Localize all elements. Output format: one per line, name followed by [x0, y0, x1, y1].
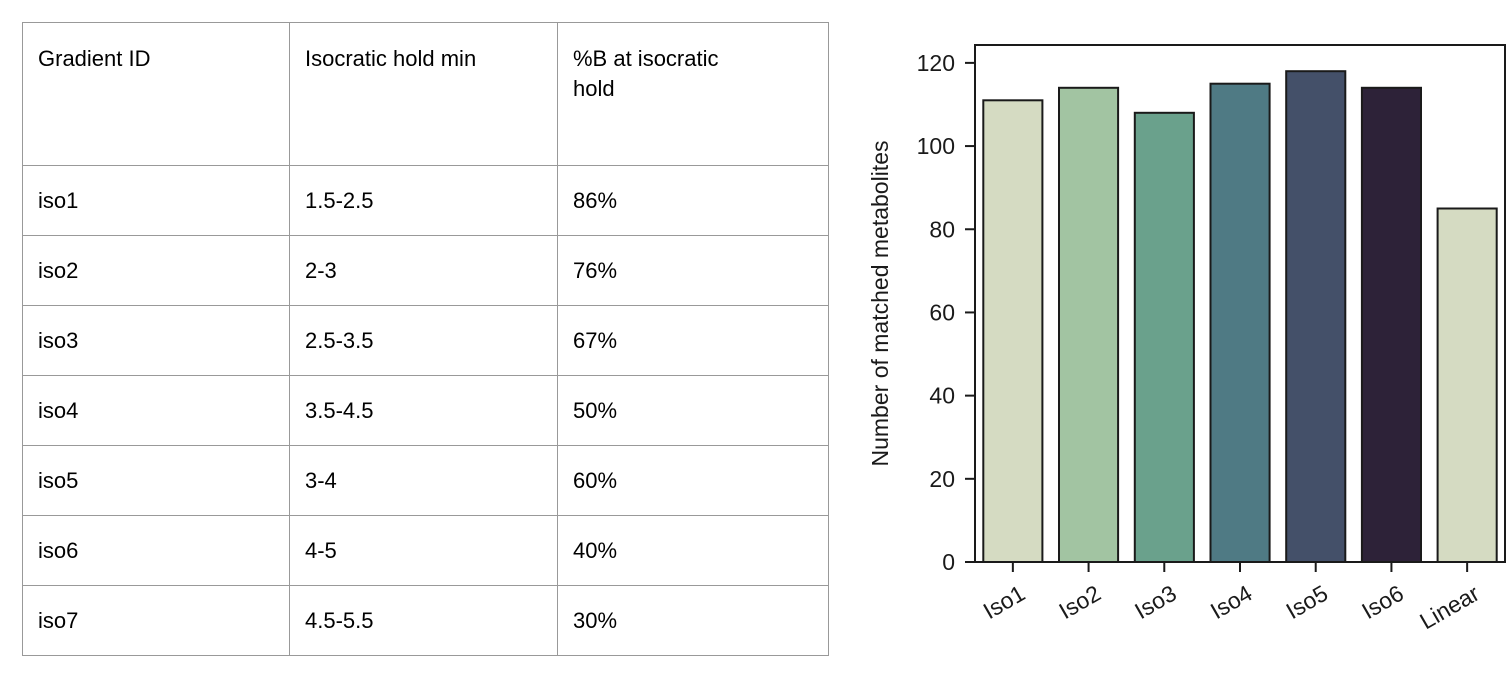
- y-tick-label: 20: [929, 466, 955, 492]
- table-cell: 40%: [557, 515, 829, 586]
- table-cell: 4.5-5.5: [289, 585, 558, 656]
- table-cell: iso6: [22, 515, 290, 586]
- table-cell: 2-3: [289, 235, 558, 306]
- y-tick-label: 80: [929, 216, 955, 242]
- table-body: iso1 1.5-2.5 86% iso2 2-3 76% iso3 2.5-3.5 67% is…: [22, 165, 829, 656]
- table-cell: 3.5-4.5: [289, 375, 558, 446]
- x-tick-label: Linear: [1415, 580, 1484, 635]
- table-cell: 1.5-2.5: [289, 165, 558, 236]
- bar-iso5: [1285, 70, 1347, 563]
- table-row: iso1 1.5-2.5 86%: [22, 165, 829, 236]
- y-axis-label: Number of matched metabolites: [867, 141, 893, 467]
- gradient-table: Gradient ID Isocratic hold min %B at isocr…: [22, 22, 829, 656]
- bar-iso2: [1058, 86, 1120, 564]
- bar-chart-svg: 0 20 40 60 80 100 120 Iso1 Iso2 Iso3 Iso4 Iso5 Iso6 L…: [867, 44, 1506, 635]
- table-cell: 50%: [557, 375, 829, 446]
- x-tick-label: Iso3: [1130, 580, 1181, 624]
- gradient-table-container: Gradient ID Isocratic hold min %B at isocr…: [22, 22, 829, 656]
- y-tick-label: 120: [917, 50, 955, 76]
- column-header: Isocratic hold min: [289, 22, 558, 166]
- table-cell: 60%: [557, 445, 829, 516]
- table-row: iso7 4.5-5.5 30%: [22, 585, 829, 656]
- metabolites-bar-chart: 0 20 40 60 80 100 120 Iso1 Iso2 Iso3 Iso4 Iso5 Iso6 L…: [860, 0, 1512, 676]
- table-cell: 2.5-3.5: [289, 305, 558, 376]
- table-row: iso3 2.5-3.5 67%: [22, 305, 829, 376]
- table-cell: 3-4: [289, 445, 558, 516]
- table-cell: iso5: [22, 445, 290, 516]
- x-tick-label: Iso5: [1282, 580, 1333, 624]
- table-row: iso6 4-5 40%: [22, 515, 829, 586]
- table-cell: 76%: [557, 235, 829, 306]
- x-tick-label: Iso1: [979, 580, 1030, 624]
- table-row: iso5 3-4 60%: [22, 445, 829, 516]
- table-cell: iso7: [22, 585, 290, 656]
- table-row: iso2 2-3 76%: [22, 235, 829, 306]
- bar-iso1: [982, 99, 1044, 564]
- table-cell: 86%: [557, 165, 829, 236]
- y-tick-label: 0: [942, 549, 955, 575]
- table-cell: 30%: [557, 585, 829, 656]
- y-tick-label: 40: [929, 383, 955, 409]
- bar-iso4: [1209, 82, 1271, 563]
- table-cell: iso4: [22, 375, 290, 446]
- x-tick-label: Iso4: [1206, 580, 1257, 624]
- table-row: iso4 3.5-4.5 50%: [22, 375, 829, 446]
- plot-frame: [974, 44, 1506, 563]
- y-tick-label: 60: [929, 299, 955, 325]
- column-header: Gradient ID: [22, 22, 290, 166]
- bar-iso3: [1133, 111, 1195, 564]
- table-cell: iso2: [22, 235, 290, 306]
- table-cell: iso3: [22, 305, 290, 376]
- bar-iso6: [1360, 86, 1422, 564]
- x-tick-label: Iso2: [1054, 580, 1105, 624]
- table-cell: 4-5: [289, 515, 558, 586]
- table-cell: iso1: [22, 165, 290, 236]
- y-tick-label: 100: [917, 133, 955, 159]
- column-header: %B at isocratic hold: [557, 22, 829, 166]
- bar-linear: [1436, 207, 1498, 563]
- table-header-row: Gradient ID Isocratic hold min %B at isocr…: [22, 22, 829, 166]
- x-tick-label: Iso6: [1357, 580, 1408, 624]
- table-cell: 67%: [557, 305, 829, 376]
